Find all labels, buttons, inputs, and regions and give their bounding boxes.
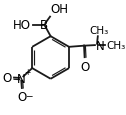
Text: O: O [3,72,12,85]
Text: O: O [18,91,27,103]
Text: O: O [81,60,90,73]
Text: CH₃: CH₃ [89,26,108,35]
Text: −: − [25,90,32,99]
Text: N: N [96,39,104,52]
Text: CH₃: CH₃ [106,41,125,51]
Text: +: + [24,67,30,76]
Text: N: N [17,72,26,85]
Text: OH: OH [51,3,69,16]
Text: HO: HO [13,19,31,32]
Text: B: B [40,19,48,32]
